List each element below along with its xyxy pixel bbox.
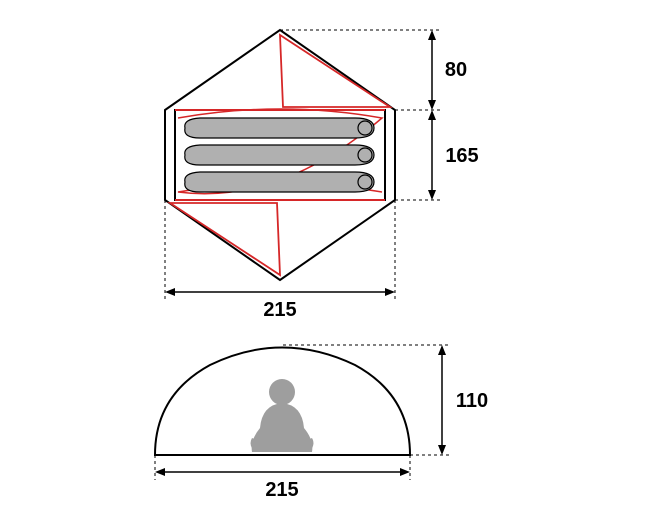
- label-side-height: 110: [456, 390, 488, 412]
- label-inner-height: 165: [445, 145, 478, 167]
- sleeping-bag-3: [185, 172, 374, 192]
- dim-width-side-215: 215: [155, 455, 410, 501]
- label-top-width: 215: [263, 299, 296, 321]
- dim-inner-165: 165: [395, 110, 479, 200]
- sleeping-bag-2: [185, 145, 374, 165]
- label-vestibule-depth: 80: [445, 59, 467, 81]
- label-side-width: 215: [265, 479, 298, 501]
- tent-diagram-svg: 80 165 215: [0, 0, 656, 512]
- side-view: 110 215: [155, 345, 488, 501]
- sleeping-bag-1: [185, 118, 374, 138]
- diagram-container: 80 165 215: [0, 0, 656, 512]
- top-view: 80 165 215: [165, 30, 479, 321]
